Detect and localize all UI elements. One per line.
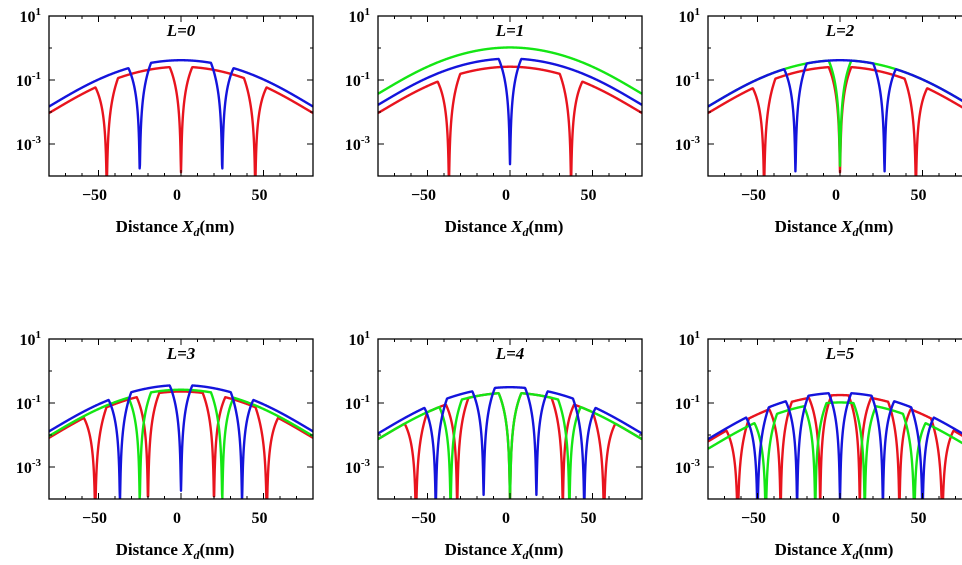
chart-panel: −50 0 50 101 10-1 10-3 L=5 Distance Xd(nm) bbox=[675, 329, 962, 562]
chart-title: L=4 bbox=[495, 344, 525, 363]
x-tick-label: −50 bbox=[741, 187, 766, 204]
y-tick-label: 10-3 bbox=[16, 457, 42, 477]
chart-title: L=3 bbox=[166, 344, 196, 363]
x-axis-label: Distance Xd(nm) bbox=[116, 217, 235, 239]
x-axis-label: Distance Xd(nm) bbox=[116, 540, 235, 562]
chart-panel: −50 0 50 101 10-1 10-3 L=4 Distance Xd(nm) bbox=[345, 329, 643, 562]
series-line bbox=[708, 393, 962, 499]
series-line bbox=[708, 401, 962, 499]
series-line bbox=[708, 59, 962, 168]
y-tick-label: 10-3 bbox=[345, 457, 371, 477]
x-tick-label: 0 bbox=[502, 187, 510, 204]
chart-panel: −50 0 50 101 10-1 10-3 L=3 Distance Xd(nm) bbox=[16, 329, 314, 562]
series-line bbox=[49, 384, 313, 499]
y-tick-label: 101 bbox=[349, 6, 371, 26]
y-tick-label: 101 bbox=[679, 329, 701, 349]
y-tick-label: 101 bbox=[349, 329, 371, 349]
y-tick-label: 101 bbox=[20, 329, 42, 349]
y-tick-label: 10-1 bbox=[675, 70, 700, 90]
chart-title: L=5 bbox=[825, 344, 855, 363]
x-tick-label: 50 bbox=[581, 510, 597, 527]
x-tick-label: −50 bbox=[741, 510, 766, 527]
x-tick-label: 50 bbox=[911, 187, 927, 204]
y-tick-label: 10-1 bbox=[675, 393, 700, 413]
series-line bbox=[49, 388, 313, 499]
x-axis-label: Distance Xd(nm) bbox=[445, 540, 564, 562]
x-tick-label: 0 bbox=[502, 510, 510, 527]
x-tick-label: −50 bbox=[411, 187, 436, 204]
y-tick-label: 10-1 bbox=[345, 70, 370, 90]
series-line bbox=[49, 58, 313, 170]
y-tick-label: 10-1 bbox=[16, 70, 41, 90]
x-tick-label: 50 bbox=[252, 510, 268, 527]
x-tick-label: 50 bbox=[252, 187, 268, 204]
x-tick-label: −50 bbox=[411, 510, 436, 527]
series-line bbox=[378, 46, 642, 95]
series-line bbox=[378, 57, 642, 166]
chart-panel: −50 0 50 101 10-1 10-3 L=1 Distance Xd(nm) bbox=[345, 6, 643, 239]
x-tick-label: 0 bbox=[173, 187, 181, 204]
series-line bbox=[378, 385, 642, 499]
x-axis-label: Distance Xd(nm) bbox=[445, 217, 564, 239]
chart-title: L=0 bbox=[166, 21, 196, 40]
y-tick-label: 101 bbox=[679, 6, 701, 26]
series-line bbox=[708, 392, 962, 499]
x-tick-label: 50 bbox=[581, 187, 597, 204]
x-tick-label: 0 bbox=[832, 187, 840, 204]
y-tick-label: 10-3 bbox=[345, 134, 371, 154]
chart-panel: −50 0 50 101 10-1 10-3 L=2 Distance Xd(nm) bbox=[675, 6, 962, 239]
x-tick-label: 50 bbox=[911, 510, 927, 527]
y-tick-label: 10-3 bbox=[16, 134, 42, 154]
y-tick-label: 10-1 bbox=[345, 393, 370, 413]
x-tick-label: 0 bbox=[832, 510, 840, 527]
series-line bbox=[49, 390, 313, 499]
series-line bbox=[378, 65, 642, 176]
chart-title: L=2 bbox=[825, 21, 855, 40]
chart-title: L=1 bbox=[495, 21, 525, 40]
x-axis-label: Distance Xd(nm) bbox=[775, 217, 894, 239]
series-line bbox=[708, 58, 962, 173]
x-tick-label: −50 bbox=[82, 510, 107, 527]
y-tick-label: 101 bbox=[20, 6, 42, 26]
chart-panel: −50 0 50 101 10-1 10-3 L=0 Distance Xd(nm) bbox=[16, 6, 314, 239]
y-tick-label: 10-1 bbox=[16, 393, 41, 413]
y-tick-label: 10-3 bbox=[675, 134, 701, 154]
y-tick-label: 10-3 bbox=[675, 457, 701, 477]
x-tick-label: −50 bbox=[82, 187, 107, 204]
x-axis-label: Distance Xd(nm) bbox=[775, 540, 894, 562]
x-tick-label: 0 bbox=[173, 510, 181, 527]
